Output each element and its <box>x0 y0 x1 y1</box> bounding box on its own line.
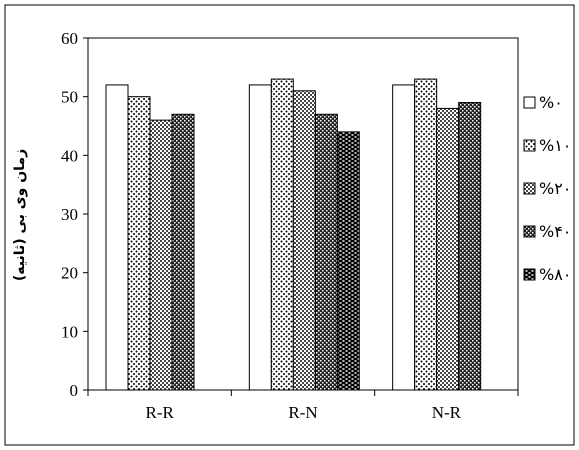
bar-r-n-series-4 <box>336 131 360 391</box>
legend-label: %۴۰ <box>539 222 571 241</box>
y-tick-label: 50 <box>61 88 78 107</box>
bar-r-r-series-3 <box>171 113 195 391</box>
y-tick-label: 30 <box>61 205 78 224</box>
legend-label: %۰ <box>539 93 563 112</box>
legend-swatch <box>523 182 536 195</box>
y-tick-label: 0 <box>70 381 79 400</box>
legend-swatch <box>523 225 536 238</box>
x-tick-label: R-R <box>145 403 174 422</box>
x-tick-label: N-R <box>432 403 462 422</box>
y-tick-label: 60 <box>61 29 78 48</box>
bar-r-n-series-1 <box>270 78 294 391</box>
y-tick-label: 10 <box>61 322 78 341</box>
plot-area: 0 10 20 30 40 50 60 R-R R-N N-R <box>61 29 519 422</box>
bar-r-n-series-3 <box>314 113 338 391</box>
legend-swatch <box>523 268 536 281</box>
legend-label: %۸۰ <box>539 265 571 284</box>
bar-r-r-series-1 <box>127 96 151 391</box>
y-tick-label: 20 <box>61 264 78 283</box>
bar-n-r-series-2 <box>436 107 460 391</box>
bar-n-r-series-3 <box>458 102 482 391</box>
y-axis-title: زمان وی بی (ثانیه) <box>12 149 28 281</box>
bar-n-r-series-0 <box>392 84 416 391</box>
legend-swatch <box>523 139 536 152</box>
bar-r-n-series-0 <box>248 84 272 391</box>
legend-swatch <box>523 96 536 109</box>
legend-label: %۲۰ <box>539 179 571 198</box>
legend-label: %۱۰ <box>539 136 571 155</box>
legend: %۰ %۱۰ %۲۰ %۴۰ %۸۰ <box>523 93 571 284</box>
bar-n-r-series-1 <box>414 78 438 391</box>
y-tick-label: 40 <box>61 146 78 165</box>
bar-r-r-series-0 <box>105 84 129 391</box>
bar-r-n-series-2 <box>292 90 316 391</box>
x-tick-label: R-N <box>288 403 317 422</box>
bar-r-r-series-2 <box>149 119 173 391</box>
